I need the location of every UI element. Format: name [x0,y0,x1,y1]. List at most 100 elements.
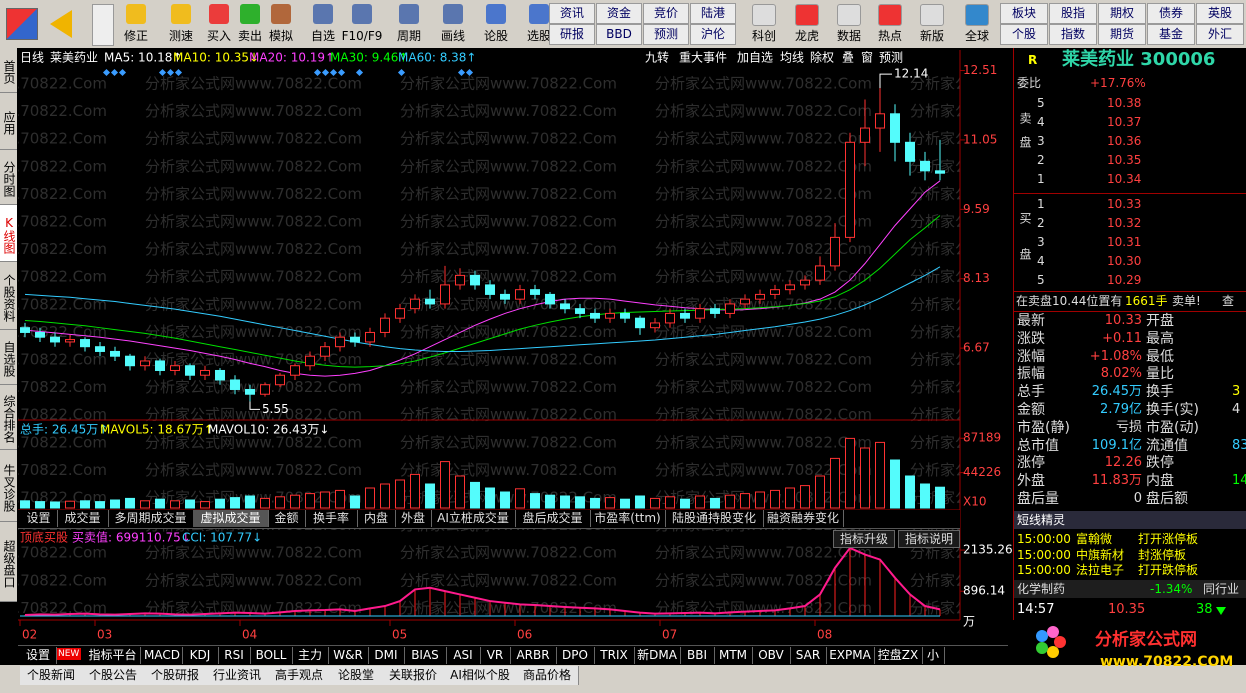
indicator-tab[interactable]: MACD [142,647,183,664]
toolbar-button[interactable]: 自选 [310,29,335,43]
chart-tab[interactable]: 盘后成交量 [515,510,591,527]
indicator-tab[interactable]: W&R [328,647,369,664]
toolbar-button[interactable]: 买入 [206,29,231,43]
toolbar-grid-button[interactable]: 债券 [1147,3,1195,24]
toolbar-button[interactable]: 修正 [123,29,148,43]
toolbar-icon[interactable] [965,4,989,26]
toolbar-grid-button[interactable]: 板块 [1000,3,1048,24]
toolbar-button[interactable]: 科创 [751,29,776,43]
chart-tool-button[interactable]: 九转 [645,50,669,65]
indicator-tab[interactable]: SAR [790,647,827,664]
indicator-button[interactable]: 指标升级 [833,530,895,548]
toolbar-icon[interactable] [752,4,776,26]
toolbar-icon[interactable] [920,4,944,26]
toolbar-grid-button[interactable]: 竞价 [643,3,689,24]
sidebar-tab[interactable]: 牛叉诊股 [0,450,17,522]
toolbar-icon[interactable] [486,4,506,24]
toolbar-grid-button[interactable]: 研报 [549,24,595,45]
chart-tool-button[interactable]: 窗 [861,51,873,65]
toolbar-grid-button[interactable]: BBD [596,24,642,45]
toolbar-button[interactable]: 热点 [877,29,902,43]
toolbar-icon[interactable] [529,4,549,24]
chart-tool-button[interactable]: 均线 [780,51,804,65]
indicator-tab[interactable]: KDJ [182,647,219,664]
toolbar-button[interactable]: 画线 [440,29,465,43]
bottom-tab[interactable]: 商品价格 [516,666,579,685]
bottom-tab[interactable]: 个股新闻 [20,666,83,685]
indicator-tab[interactable]: 新DMA [634,647,681,664]
toolbar-grid-button[interactable]: 外汇 [1196,24,1244,45]
toolbar-button[interactable]: 选股 [526,29,551,43]
toolbar-grid-button[interactable]: 资讯 [549,3,595,24]
indicator-tab[interactable]: 设置 [20,647,57,664]
back-button[interactable] [50,10,72,38]
chart-tab[interactable]: 多周期成交量 [108,510,194,527]
bottom-tab[interactable]: 论股堂 [330,666,383,685]
toolbar-grid-button[interactable]: 资金 [596,3,642,24]
toolbar-icon[interactable] [209,4,229,24]
chart-tab[interactable]: 金额 [268,510,306,527]
toolbar-button[interactable]: 数据 [836,29,861,43]
sidebar-tab[interactable]: 综合排名 [0,385,17,450]
indicator-tab[interactable]: TRIX [594,647,635,664]
toolbar-button[interactable]: 模拟 [268,29,293,43]
indicator-tab[interactable]: ASI [446,647,481,664]
chart-tab[interactable]: 外盘 [395,510,432,527]
nav-arrows[interactable] [92,4,114,46]
indicator-tab[interactable]: OBV [752,647,791,664]
chart-tab[interactable]: 市盈率(ttm) [590,510,666,527]
indicator-tab[interactable]: DPO [556,647,595,664]
toolbar-icon[interactable] [126,4,146,24]
toolbar-icon[interactable] [352,4,372,24]
toolbar-grid-button[interactable]: 指数 [1049,24,1097,45]
toolbar-icon[interactable] [795,4,819,26]
chart-tool-button[interactable]: 重大事件 [679,51,727,65]
chart-tool-button[interactable]: 叠 [842,51,854,65]
indicator-tab[interactable]: VR [480,647,511,664]
bottom-tab[interactable]: 关联报价 [382,666,445,685]
toolbar-grid-button[interactable]: 股指 [1049,3,1097,24]
toolbar-grid-button[interactable]: 个股 [1000,24,1048,45]
indicator-tab[interactable]: DMI [368,647,405,664]
indicator-tab[interactable]: 控盘ZX [874,647,923,664]
indicator-tab[interactable]: EXPMA [826,647,875,664]
sidebar-tab[interactable]: 自选股 [0,330,17,385]
toolbar-button[interactable]: 新版 [919,29,944,43]
indicator-tab[interactable]: BOLL [250,647,293,664]
toolbar-button[interactable]: 龙虎 [794,29,819,43]
toolbar-icon[interactable] [443,4,463,24]
chart-tool-button[interactable]: 除权 [810,50,834,65]
chart-tool-button[interactable]: 加自选 [737,51,773,65]
indicator-tab[interactable]: ARBR [510,647,557,664]
chart-tool-button[interactable]: 预测 [879,51,903,65]
toolbar-icon[interactable] [313,4,333,24]
bottom-tab[interactable]: 个股公告 [82,666,145,685]
app-logo[interactable] [6,8,38,40]
toolbar-grid-button[interactable]: 陆港 [690,3,736,24]
toolbar-icon[interactable] [399,4,419,24]
indicator-tab[interactable]: 主力 [292,647,329,664]
toolbar-button[interactable]: F10/F9 [341,29,383,43]
chart-tab[interactable]: 换手率 [305,510,358,527]
bottom-tab[interactable]: 高手观点 [268,666,331,685]
sidebar-tab[interactable]: 分时图 [0,150,17,205]
toolbar-icon[interactable] [837,4,861,26]
toolbar-button[interactable]: 周期 [396,29,421,43]
toolbar-icon[interactable] [271,4,291,24]
sidebar-tab[interactable]: 应用 [0,93,17,150]
bottom-tab[interactable]: 行业资讯 [206,666,269,685]
indicator-tab[interactable]: BBI [680,647,715,664]
indicator-button[interactable]: 指标说明 [898,530,960,548]
indicator-tab[interactable]: BIAS [404,647,447,664]
toolbar-icon[interactable] [171,4,191,24]
toolbar-icon[interactable] [240,4,260,24]
toolbar-button[interactable]: 测速 [168,29,193,43]
indicator-tab[interactable]: RSI [218,647,251,664]
bottom-tab[interactable]: 个股研报 [144,666,207,685]
chart-tab[interactable]: 陆股通持股变化 [665,510,764,527]
chart-tab[interactable]: AI立桩成交量 [431,510,516,527]
toolbar-grid-button[interactable]: 基金 [1147,24,1195,45]
sidebar-tab[interactable]: K线图 [0,205,17,262]
chart-tab[interactable]: 成交量 [57,510,109,527]
chart-tab[interactable]: 内盘 [357,510,396,527]
